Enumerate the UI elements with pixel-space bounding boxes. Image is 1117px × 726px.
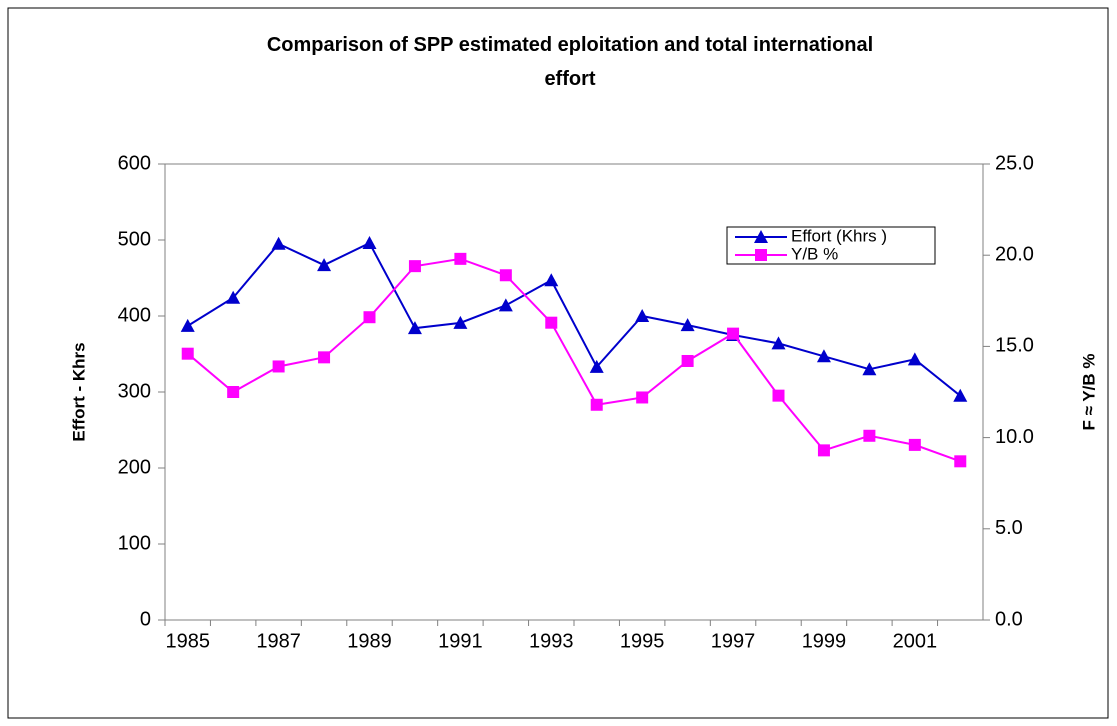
triangle-marker — [317, 258, 332, 272]
square-marker — [863, 429, 876, 442]
x-tick-label: 1991 — [438, 630, 483, 652]
y-tick-label: 100 — [118, 532, 151, 554]
square-marker — [454, 252, 467, 265]
x-tick-label: 1987 — [256, 630, 301, 652]
series-line — [187, 257, 961, 463]
triangle-marker — [407, 321, 422, 335]
square-marker — [318, 351, 331, 364]
x-tick-label: 1995 — [620, 630, 665, 652]
y2-tick-label: 0.0 — [995, 608, 1023, 630]
x-tick-label: 1997 — [711, 630, 756, 652]
square-marker — [817, 444, 830, 457]
y-tick-label: 400 — [118, 304, 151, 326]
x-tick-label: 1985 — [165, 630, 210, 652]
triangle-marker — [453, 315, 468, 329]
triangle-marker — [635, 309, 650, 322]
square-marker — [545, 316, 558, 329]
x-tick-label: 2001 — [893, 630, 938, 652]
series-line — [187, 241, 961, 397]
x-tick-label: 1989 — [347, 630, 392, 652]
triangle-marker — [816, 349, 831, 363]
square-marker — [755, 249, 767, 261]
legend-label: Y/B % — [791, 244, 838, 263]
triangle-marker — [180, 318, 195, 332]
y-tick-label: 600 — [118, 152, 151, 174]
square-marker — [772, 389, 785, 402]
square-marker — [499, 269, 512, 282]
square-marker — [681, 354, 694, 367]
triangle-marker — [271, 236, 286, 250]
y2-tick-label: 5.0 — [995, 517, 1023, 539]
triangle-marker — [771, 336, 786, 350]
y-tick-label: 500 — [118, 228, 151, 250]
y-axis-label: Effort - Khrs — [69, 342, 88, 441]
triangle-marker — [362, 236, 377, 250]
triangle-marker — [544, 273, 559, 287]
x-tick-label: 1993 — [529, 630, 574, 652]
y-tick-label: 0 — [140, 608, 151, 630]
triangle-marker — [226, 290, 241, 304]
triangle-marker — [862, 362, 877, 376]
chart-frame — [7, 7, 1109, 719]
y-tick-label: 200 — [118, 456, 151, 478]
square-marker — [181, 347, 194, 360]
triangle-marker — [498, 298, 513, 312]
triangle-marker — [680, 318, 695, 332]
square-marker — [272, 360, 285, 373]
square-marker — [636, 391, 649, 404]
y-tick-label: 300 — [118, 380, 151, 402]
x-tick-label: 1999 — [802, 630, 847, 652]
square-marker — [227, 386, 240, 398]
square-marker — [908, 438, 921, 451]
chart-title: Comparison of SPP estimated eploitation … — [266, 34, 874, 90]
y2-axis-label: F ≈ Y/B % — [1079, 353, 1098, 430]
square-marker — [954, 455, 967, 468]
y2-tick-label: 20.0 — [995, 243, 1034, 265]
legend-label: Effort (Khrs ) — [791, 226, 887, 245]
square-marker — [727, 327, 740, 340]
triangle-marker — [754, 230, 768, 243]
triangle-marker — [907, 352, 922, 366]
y2-tick-label: 25.0 — [995, 152, 1034, 174]
y2-tick-label: 10.0 — [995, 426, 1034, 448]
y2-tick-label: 15.0 — [995, 335, 1034, 357]
square-marker — [363, 311, 376, 324]
square-marker — [590, 398, 603, 411]
square-marker — [408, 260, 421, 273]
triangle-marker — [589, 359, 604, 373]
triangle-marker — [953, 388, 968, 402]
